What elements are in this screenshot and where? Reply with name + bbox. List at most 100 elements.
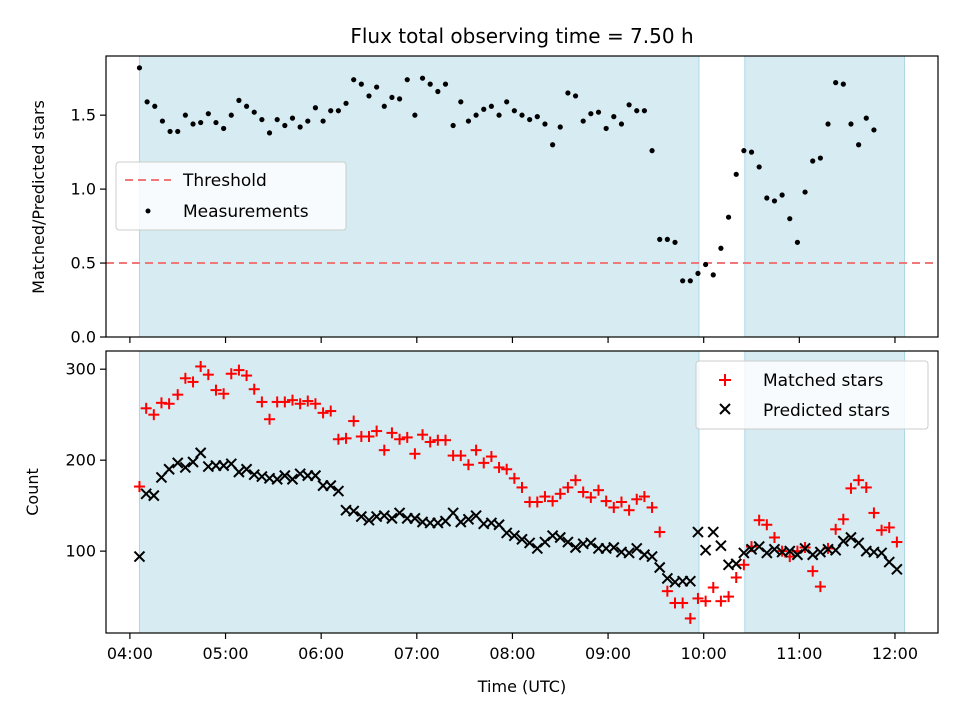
predicted-star-point-83 [768,543,781,556]
ratio-panel: 0.0 0.5 1.0 1.5 Flux total observing time =… [29,24,939,347]
measurement-point-61 [603,125,609,132]
matched-star-point-0 [133,481,145,493]
matched-star-point-34 [394,433,406,445]
predicted-star-point-50 [516,533,528,546]
predicted-star-point-93 [845,531,857,544]
x-tick-label-7: 11:00 [776,644,822,663]
measurement-point-72 [687,278,693,284]
predicted-star-point-23 [309,469,322,482]
predicted-star-point-32 [378,509,390,522]
matched-star-point-43 [462,459,474,471]
matched-star-point-52 [531,496,543,508]
measurement-point-75 [710,272,716,278]
measurement-point-89 [817,155,823,161]
measurement-point-22 [305,118,311,124]
measurement-point-57 [572,93,579,99]
measurement-point-81 [756,164,762,170]
legend-threshold-label: Threshold [182,171,267,191]
matched-star-point-57 [570,474,582,486]
predicted-star-point-56 [562,536,574,548]
legend-predicted-swatch [719,403,731,415]
bottom-y-tick-label-0: 100 [65,542,96,561]
matched-star-point-31 [371,425,383,437]
measurement-point-1 [144,99,150,105]
measurement-point-58 [580,118,586,124]
measurement-point-39 [435,88,441,95]
measurement-point-9 [205,111,211,117]
matched-star-point-54 [547,495,559,507]
matched-star-point-45 [478,457,490,469]
top-y-tick-label-2: 1.0 [71,180,96,199]
predicted-star-point-99 [891,563,903,576]
predicted-star-point-92 [837,535,850,547]
matched-star-point-97 [876,524,888,536]
measurement-point-77 [725,214,732,220]
matched-star-point-46 [485,451,497,463]
x-tick-label-5: 09:00 [585,644,631,663]
predicted-star-point-26 [332,485,345,497]
predicted-star-point-88 [807,549,819,561]
predicted-star-point-67 [646,550,658,563]
measurement-point-32 [381,103,387,109]
matched-star-point-76 [715,595,727,607]
measurement-point-88 [810,158,816,164]
matched-star-point-64 [623,504,635,516]
measurement-point-24 [320,118,326,124]
matched-star-point-6 [179,372,191,384]
matched-star-points [133,360,903,624]
legend-measurements-label: Measurements [183,202,309,222]
measurement-point-30 [366,93,372,99]
measurement-point-64 [626,102,632,108]
matched-star-point-68 [654,526,666,538]
measurement-point-93 [848,121,854,127]
measurement-points [136,65,877,284]
matched-star-point-15 [248,383,260,395]
measurement-point-42 [458,99,464,105]
measurement-point-83 [771,198,778,204]
legend-measurements-swatch [145,208,151,214]
measurement-point-80 [748,149,755,155]
measurement-point-47 [496,112,502,118]
matched-star-point-12 [225,368,237,380]
x-tick-label-0: 04:00 [107,644,153,663]
bottom-x-ticks: 04:00 05:00 06:00 07:00 08:00 09:00 10:00 11:00… [107,633,918,663]
measurement-point-4 [167,128,173,135]
matched-star-point-66 [638,491,650,503]
matched-star-point-58 [577,486,589,498]
measurement-point-91 [833,80,839,86]
matched-star-point-24 [317,407,329,419]
predicted-star-points [133,447,903,588]
matched-star-point-4 [163,398,175,410]
measurement-point-29 [358,81,364,87]
predicted-star-point-42 [455,516,467,528]
matched-star-point-98 [883,521,895,533]
predicted-star-point-48 [500,527,513,539]
measurement-point-73 [695,270,701,277]
matched-star-point-88 [807,565,819,577]
predicted-star-point-59 [585,537,597,549]
matched-star-point-53 [539,491,551,503]
matched-star-point-83 [768,531,780,543]
predicted-star-point-97 [875,547,888,559]
matched-star-point-91 [830,523,842,535]
predicted-star-point-2 [148,489,160,502]
matched-star-point-21 [294,398,306,410]
measurement-point-19 [282,122,288,129]
predicted-star-point-74 [699,544,712,556]
top-y-tick-label-3: 1.5 [71,106,96,125]
measurement-point-36 [412,112,418,118]
matched-star-point-56 [562,481,574,493]
measurement-point-84 [779,192,785,198]
matched-star-point-77 [723,591,735,603]
matched-star-point-38 [424,436,436,448]
predicted-star-point-33 [386,512,398,525]
measurement-point-3 [159,118,166,124]
matched-star-point-14 [241,370,253,382]
predicted-star-point-29 [355,510,368,523]
matched-star-point-71 [677,597,689,609]
measurement-point-65 [634,108,640,114]
bottom-y-tick-label-2: 300 [65,360,96,379]
predicted-star-point-25 [325,479,337,492]
matched-star-point-42 [455,450,467,462]
